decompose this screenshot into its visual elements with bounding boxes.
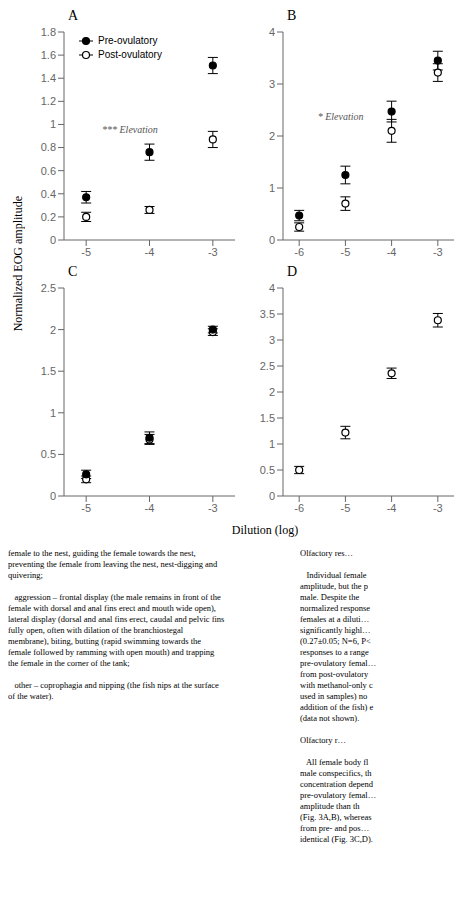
svg-text:1.4: 1.4 — [41, 72, 56, 84]
html-text:A: A — [68, 8, 79, 23]
svg-text:2: 2 — [269, 386, 275, 398]
svg-text:-3: -3 — [208, 502, 218, 514]
svg-text:-4: -4 — [145, 502, 155, 514]
svg-text:2.5: 2.5 — [41, 282, 56, 294]
svg-text:-5: -5 — [81, 502, 91, 514]
html-text:Dilution (log): Dilution (log) — [231, 523, 299, 537]
svg-text:0: 0 — [269, 234, 275, 246]
svg-text:0: 0 — [50, 490, 56, 502]
html-text:Pre-ovulatory: Pre-ovulatory — [98, 35, 158, 46]
html-text:Normalized EOG amplitude: Normalized EOG amplitude — [10, 196, 25, 332]
svg-text:1: 1 — [50, 407, 56, 419]
html-text:Olfactory res… Individual fema: Olfactory res… Individual female amplitu… — [300, 548, 377, 844]
svg-text:3: 3 — [269, 334, 275, 346]
html-text:D: D — [287, 264, 298, 279]
svg-text:-4: -4 — [387, 246, 397, 258]
svg-text:*** Elevation: *** Elevation — [102, 124, 158, 135]
svg-text:1: 1 — [269, 438, 275, 450]
html-text:C: C — [68, 264, 78, 279]
svg-text:-4: -4 — [387, 502, 397, 514]
svg-text:1.8: 1.8 — [41, 26, 56, 38]
svg-text:-5: -5 — [341, 502, 351, 514]
svg-text:0.8: 0.8 — [41, 141, 56, 153]
svg-text:1: 1 — [50, 118, 56, 130]
svg-text:4: 4 — [269, 282, 275, 294]
svg-text:-6: -6 — [294, 246, 304, 258]
svg-text:0.2: 0.2 — [41, 211, 56, 223]
html-text:B: B — [287, 8, 297, 23]
svg-text:1.2: 1.2 — [41, 95, 56, 107]
svg-text:0: 0 — [269, 490, 275, 502]
svg-text:-5: -5 — [81, 246, 91, 258]
svg-text:1.5: 1.5 — [260, 412, 275, 424]
svg-text:-5: -5 — [341, 246, 351, 258]
svg-text:4: 4 — [269, 26, 275, 38]
svg-text:1.6: 1.6 — [41, 49, 56, 61]
svg-text:2.5: 2.5 — [260, 360, 275, 372]
svg-text:* Elevation: * Elevation — [318, 111, 364, 122]
svg-text:1: 1 — [269, 182, 275, 194]
svg-text:0.5: 0.5 — [260, 464, 275, 476]
svg-text:3.5: 3.5 — [260, 308, 275, 320]
svg-text:-3: -3 — [208, 246, 218, 258]
svg-text:1.5: 1.5 — [41, 365, 56, 377]
svg-text:0.6: 0.6 — [41, 165, 56, 177]
svg-text:-3: -3 — [433, 502, 443, 514]
svg-text:2: 2 — [50, 324, 56, 336]
svg-text:-3: -3 — [433, 246, 443, 258]
html-text:female to the nest, guiding th: female to the nest, guiding the female t… — [8, 548, 225, 701]
svg-text:0.5: 0.5 — [41, 448, 56, 460]
svg-text:0: 0 — [50, 234, 56, 246]
svg-text:3: 3 — [269, 78, 275, 90]
svg-text:-4: -4 — [145, 246, 155, 258]
svg-text:-6: -6 — [294, 502, 304, 514]
svg-text:0.4: 0.4 — [41, 188, 56, 200]
svg-text:2: 2 — [269, 130, 275, 142]
html-text:Post-ovulatory: Post-ovulatory — [98, 49, 162, 60]
